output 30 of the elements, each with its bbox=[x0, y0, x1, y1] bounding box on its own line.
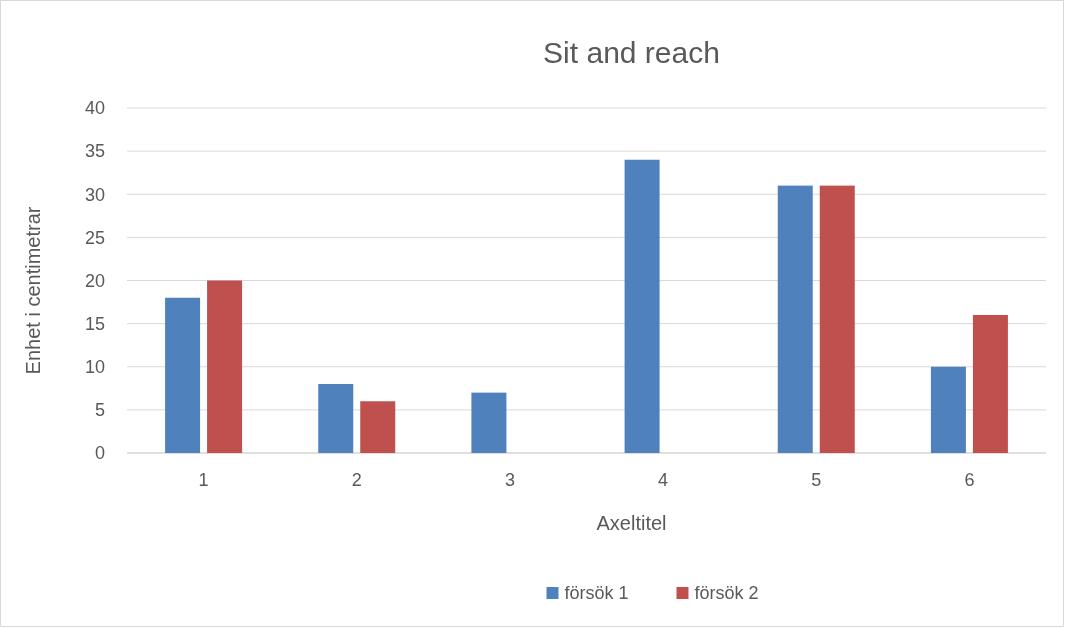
x-tick-label: 2 bbox=[351, 470, 362, 490]
bar bbox=[930, 366, 966, 453]
legend-label: försök 1 bbox=[564, 583, 629, 604]
legend-label: försök 2 bbox=[694, 583, 759, 604]
bar bbox=[360, 401, 396, 453]
bar bbox=[777, 185, 813, 453]
x-tick-label: 4 bbox=[658, 470, 669, 490]
chart-title: Sit and reach bbox=[543, 36, 720, 69]
bar bbox=[819, 185, 855, 453]
bar bbox=[972, 315, 1008, 453]
y-tick-label: 15 bbox=[84, 313, 105, 334]
x-tick-label: 3 bbox=[504, 470, 515, 490]
y-axis-title: Enhet i centimetrar bbox=[22, 206, 44, 375]
y-tick-label: 10 bbox=[84, 357, 105, 378]
bar bbox=[318, 384, 354, 453]
x-tick-label: 1 bbox=[198, 470, 209, 490]
y-tick-label: 20 bbox=[84, 270, 105, 291]
y-tick-label: 25 bbox=[84, 227, 105, 248]
x-tick-label: 5 bbox=[811, 470, 822, 490]
y-tick-label: 35 bbox=[84, 141, 105, 162]
bar bbox=[471, 392, 507, 453]
y-tick-label: 5 bbox=[94, 400, 105, 421]
y-tick-label: 0 bbox=[94, 443, 105, 464]
x-tick-label: 6 bbox=[964, 470, 975, 490]
y-tick-label: 40 bbox=[84, 98, 105, 119]
y-tick-label: 30 bbox=[84, 184, 105, 205]
bar bbox=[165, 297, 201, 453]
bar bbox=[624, 159, 660, 453]
bar bbox=[207, 280, 243, 453]
x-axis-title: Axeltitel bbox=[596, 512, 667, 534]
